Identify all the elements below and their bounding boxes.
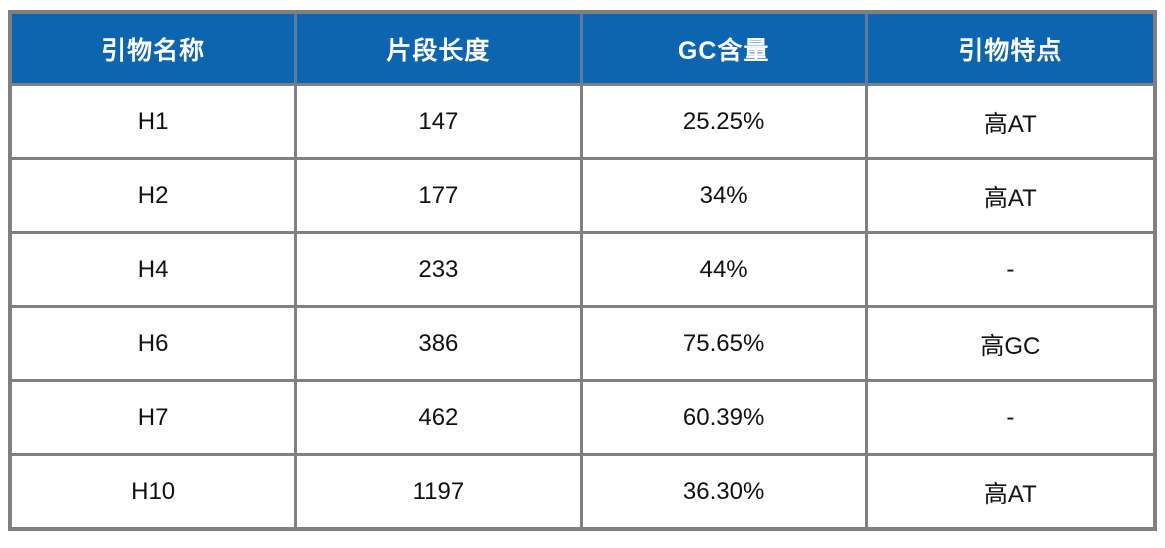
column-header: GC含量 bbox=[582, 14, 868, 86]
column-header: 片段长度 bbox=[297, 14, 583, 86]
table-cell: 233 bbox=[297, 234, 583, 308]
table-cell: H7 bbox=[12, 382, 298, 456]
table-cell: 60.39% bbox=[582, 382, 868, 456]
primer-table-body: H1 147 25.25% 高AT H2 177 34% 高AT H4 233 44% - H6 386 7… bbox=[12, 86, 1153, 527]
table-cell: H6 bbox=[12, 308, 298, 382]
table-cell: 高AT bbox=[867, 456, 1153, 527]
table-row: H2 177 34% 高AT bbox=[12, 160, 1153, 234]
table-cell: 高AT bbox=[867, 160, 1153, 234]
table-row: H1 147 25.25% 高AT bbox=[12, 86, 1153, 160]
table-cell: 1197 bbox=[297, 456, 583, 527]
table-cell: 34% bbox=[582, 160, 868, 234]
table-cell: - bbox=[867, 382, 1153, 456]
table-row: H4 233 44% - bbox=[12, 234, 1153, 308]
table-row: H10 1197 36.30% 高AT bbox=[12, 456, 1153, 527]
table-cell: H2 bbox=[12, 160, 298, 234]
column-header: 引物名称 bbox=[12, 14, 298, 86]
table-cell: H10 bbox=[12, 456, 298, 527]
table-cell: 147 bbox=[297, 86, 583, 160]
table-cell: 177 bbox=[297, 160, 583, 234]
header-row: 引物名称 片段长度 GC含量 引物特点 bbox=[12, 14, 1153, 86]
table-cell: 44% bbox=[582, 234, 868, 308]
column-header: 引物特点 bbox=[867, 14, 1153, 86]
table-cell: 75.65% bbox=[582, 308, 868, 382]
table-cell: 25.25% bbox=[582, 86, 868, 160]
table-cell: 462 bbox=[297, 382, 583, 456]
table-row: H7 462 60.39% - bbox=[12, 382, 1153, 456]
table-cell: 高GC bbox=[867, 308, 1153, 382]
table-cell: 高AT bbox=[867, 86, 1153, 160]
primer-table-header: 引物名称 片段长度 GC含量 引物特点 bbox=[12, 14, 1153, 86]
table-cell: H1 bbox=[12, 86, 298, 160]
table-row: H6 386 75.65% 高GC bbox=[12, 308, 1153, 382]
table-cell: H4 bbox=[12, 234, 298, 308]
table-cell: 36.30% bbox=[582, 456, 868, 527]
table-cell: 386 bbox=[297, 308, 583, 382]
table-cell: - bbox=[867, 234, 1153, 308]
primer-table: 引物名称 片段长度 GC含量 引物特点 H1 147 25.25% 高AT H2 177 34% 高… bbox=[8, 10, 1157, 531]
